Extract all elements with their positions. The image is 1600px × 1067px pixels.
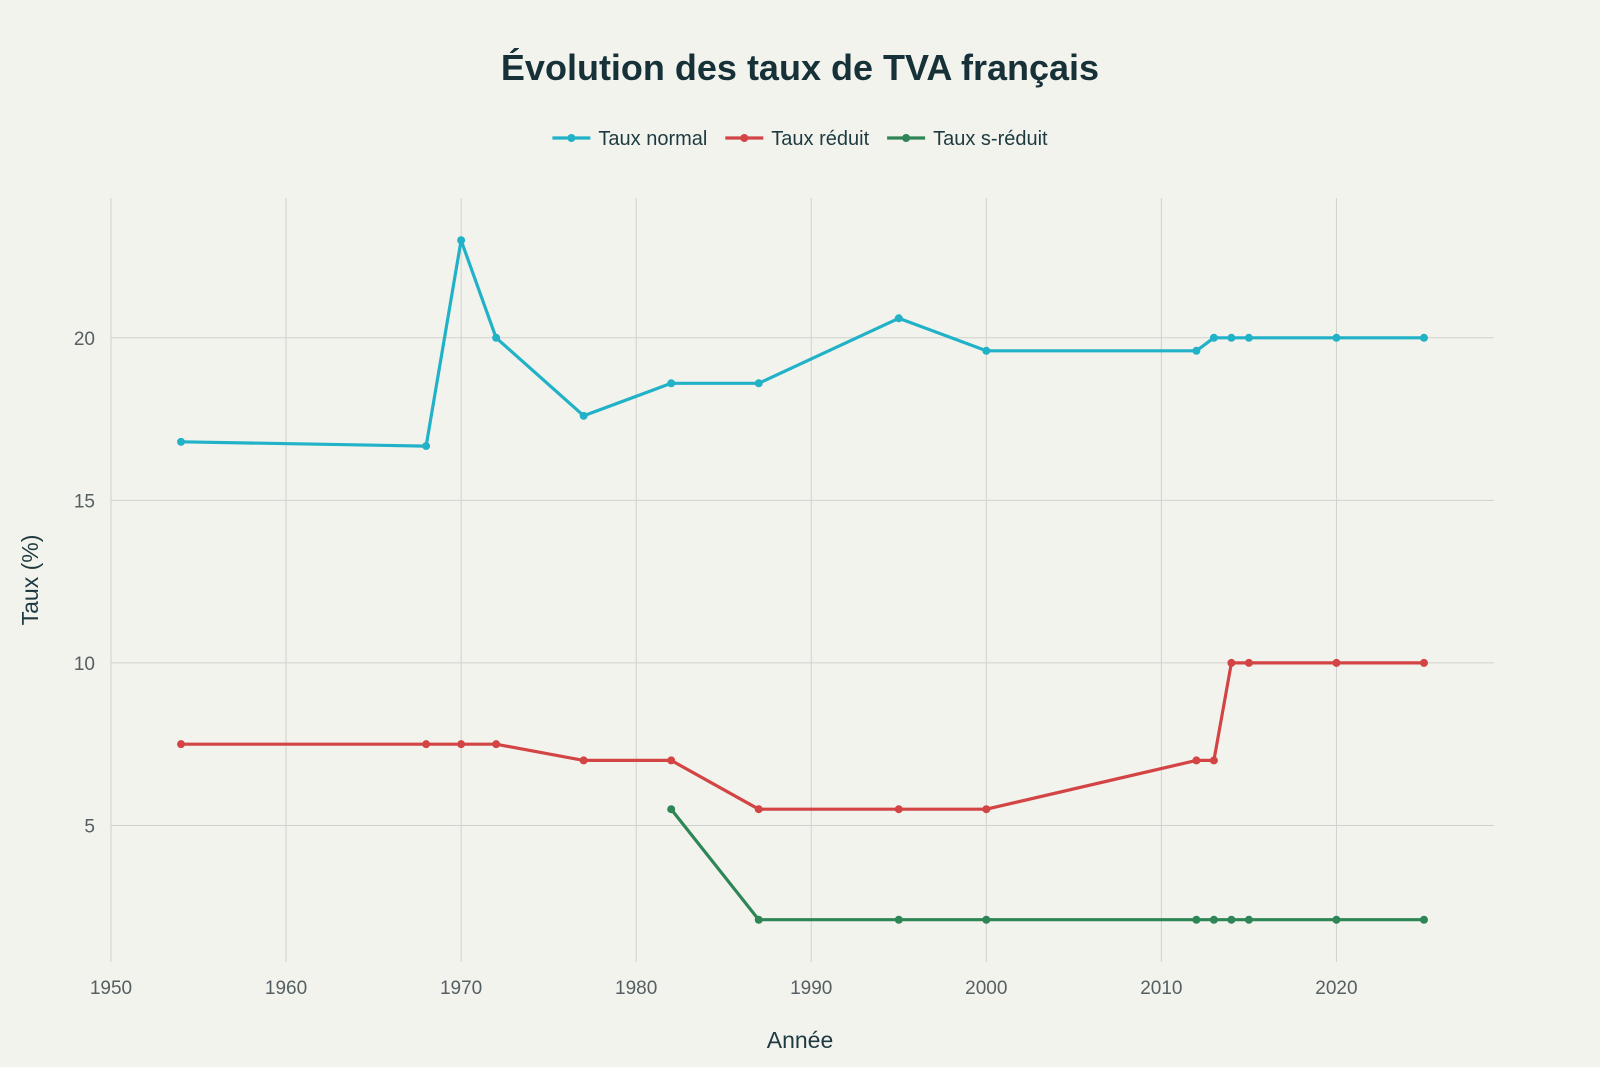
data-point[interactable]: [1244, 658, 1253, 667]
data-point[interactable]: [1192, 756, 1201, 765]
legend-item[interactable]: Taux normal: [552, 128, 707, 150]
data-point[interactable]: [1209, 333, 1218, 342]
legend-item[interactable]: Taux réduit: [725, 128, 870, 150]
data-point[interactable]: [1192, 346, 1201, 355]
series-line: [179, 661, 1426, 811]
x-tick-label: 1950: [90, 978, 132, 999]
data-point[interactable]: [177, 437, 186, 446]
data-point[interactable]: [579, 756, 588, 765]
x-tick-label: 2010: [1140, 978, 1182, 999]
legend-swatch-marker: [902, 134, 911, 142]
data-point[interactable]: [982, 346, 991, 355]
data-point[interactable]: [457, 740, 466, 749]
y-tick-label: 20: [74, 329, 95, 350]
x-tick-label: 1970: [440, 978, 482, 999]
data-point[interactable]: [1332, 333, 1341, 342]
data-point[interactable]: [754, 915, 763, 924]
data-point[interactable]: [667, 379, 676, 388]
data-point[interactable]: [894, 805, 903, 814]
legend-label: Taux réduit: [771, 128, 869, 150]
data-point[interactable]: [982, 805, 991, 814]
series-group: [177, 236, 1428, 924]
data-point[interactable]: [1332, 658, 1341, 667]
legend: Taux normal Taux réduit Taux s-réduit: [552, 128, 1048, 150]
data-point[interactable]: [1244, 333, 1253, 342]
data-point[interactable]: [1227, 333, 1236, 342]
y-axis-ticks: 5 10 15 20: [74, 329, 95, 838]
x-tick-label: 1960: [265, 978, 307, 999]
data-point[interactable]: [894, 314, 903, 323]
y-tick-label: 15: [74, 491, 95, 512]
data-point[interactable]: [1419, 658, 1428, 667]
data-point[interactable]: [492, 333, 501, 342]
data-point[interactable]: [754, 379, 763, 388]
data-point[interactable]: [177, 740, 186, 749]
data-point[interactable]: [1419, 915, 1428, 924]
x-axis-ticks: 1950 1960 1970 1980 1990 2000 2010 2020: [90, 978, 1358, 999]
data-point[interactable]: [1227, 658, 1236, 667]
data-point[interactable]: [422, 740, 431, 749]
x-tick-label: 2000: [965, 978, 1007, 999]
data-point[interactable]: [667, 756, 676, 765]
y-axis-title: Taux (%): [17, 535, 43, 626]
data-point[interactable]: [1192, 915, 1201, 924]
data-point[interactable]: [1209, 756, 1218, 765]
series-0: [177, 236, 1428, 451]
legend-label: Taux s-réduit: [933, 128, 1048, 150]
series-line: [669, 807, 1426, 922]
data-point[interactable]: [982, 915, 991, 924]
x-tick-label: 1990: [790, 978, 832, 999]
legend-swatch-marker: [567, 134, 576, 142]
x-tick-label: 1980: [615, 978, 657, 999]
data-point[interactable]: [894, 915, 903, 924]
data-point[interactable]: [492, 740, 501, 749]
y-tick-label: 10: [74, 654, 95, 675]
grid: [110, 198, 1494, 962]
x-tick-label: 2020: [1315, 978, 1357, 999]
legend-item[interactable]: Taux s-réduit: [887, 128, 1048, 150]
data-point[interactable]: [1419, 333, 1428, 342]
series-1: [177, 658, 1428, 814]
legend-swatch-marker: [740, 134, 749, 142]
series-2: [667, 805, 1428, 924]
y-tick-label: 5: [84, 816, 95, 837]
data-point[interactable]: [754, 805, 763, 814]
legend-label: Taux normal: [598, 128, 707, 150]
series-line: [179, 238, 1426, 448]
data-point[interactable]: [1209, 915, 1218, 924]
data-point[interactable]: [579, 411, 588, 420]
data-point[interactable]: [422, 442, 431, 451]
data-point[interactable]: [667, 805, 676, 814]
chart-title: Évolution des taux de TVA français: [501, 47, 1099, 88]
x-axis-title: Année: [767, 1027, 834, 1053]
data-point[interactable]: [1227, 915, 1236, 924]
data-point[interactable]: [457, 236, 466, 245]
data-point[interactable]: [1332, 915, 1341, 924]
data-point[interactable]: [1244, 915, 1253, 924]
